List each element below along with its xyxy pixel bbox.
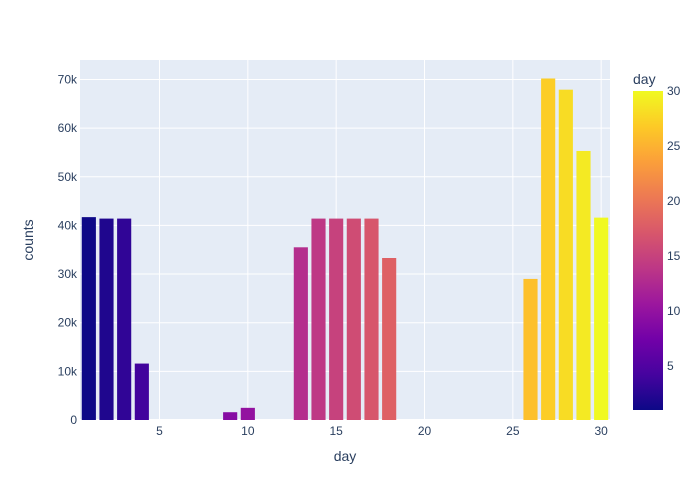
bar-day-2 <box>99 218 114 420</box>
bar-day-3 <box>117 218 132 420</box>
x-axis-title: day <box>334 448 357 464</box>
bar-day-10 <box>240 407 255 420</box>
x-tick-label: 5 <box>156 424 163 438</box>
x-tick-label: 30 <box>594 424 608 438</box>
colorbar-tick-label: 15 <box>667 249 681 263</box>
bar-day-29 <box>576 150 591 421</box>
colorbar-tick-label: 5 <box>667 359 674 373</box>
x-tick-label: 25 <box>506 424 520 438</box>
y-tick-label: 0 <box>70 413 77 427</box>
bar-day-30 <box>594 217 609 420</box>
colorbar-tick-label: 20 <box>667 194 681 208</box>
bar-day-15 <box>329 218 344 420</box>
colorbar-tick-label: 30 <box>667 84 681 98</box>
colorbar-tick-label: 25 <box>667 139 681 153</box>
bar-day-9 <box>223 412 238 420</box>
bar-day-26 <box>523 278 538 420</box>
colorbar-tick-labels: 5 10 15 20 25 30 <box>667 84 681 373</box>
bar-day-28 <box>558 89 573 421</box>
bar-day-4 <box>134 363 149 420</box>
y-tick-label: 20k <box>58 316 78 330</box>
bar-day-18 <box>382 258 397 420</box>
y-tick-label: 50k <box>58 170 78 184</box>
colorbar-title: day <box>633 71 656 87</box>
y-tick-label: 30k <box>58 267 78 281</box>
x-tick-label: 20 <box>418 424 432 438</box>
y-tick-label: 40k <box>58 218 78 232</box>
y-tick-label: 60k <box>58 121 78 135</box>
bar-day-13 <box>293 247 308 420</box>
colorbar-gradient <box>633 91 663 410</box>
bar-day-17 <box>364 218 379 420</box>
bar-day-1 <box>81 217 96 420</box>
bar-day-14 <box>311 218 326 420</box>
x-tick-label: 15 <box>329 424 343 438</box>
bar-day-27 <box>541 78 556 421</box>
y-tick-labels: 0 10k 20k 30k 40k 50k 60k 70k <box>58 72 78 427</box>
y-tick-label: 70k <box>58 72 78 86</box>
x-tick-label: 10 <box>241 424 255 438</box>
plot-background <box>80 60 610 420</box>
y-tick-label: 10k <box>58 364 78 378</box>
colorbar: day 5 10 15 20 25 30 <box>633 71 681 410</box>
x-tick-labels: 5 10 15 20 25 30 <box>156 424 608 438</box>
bar-day-16 <box>346 218 361 420</box>
y-axis-title: counts <box>20 219 36 260</box>
bars-layer <box>81 78 609 421</box>
colorbar-tick-label: 10 <box>667 304 681 318</box>
